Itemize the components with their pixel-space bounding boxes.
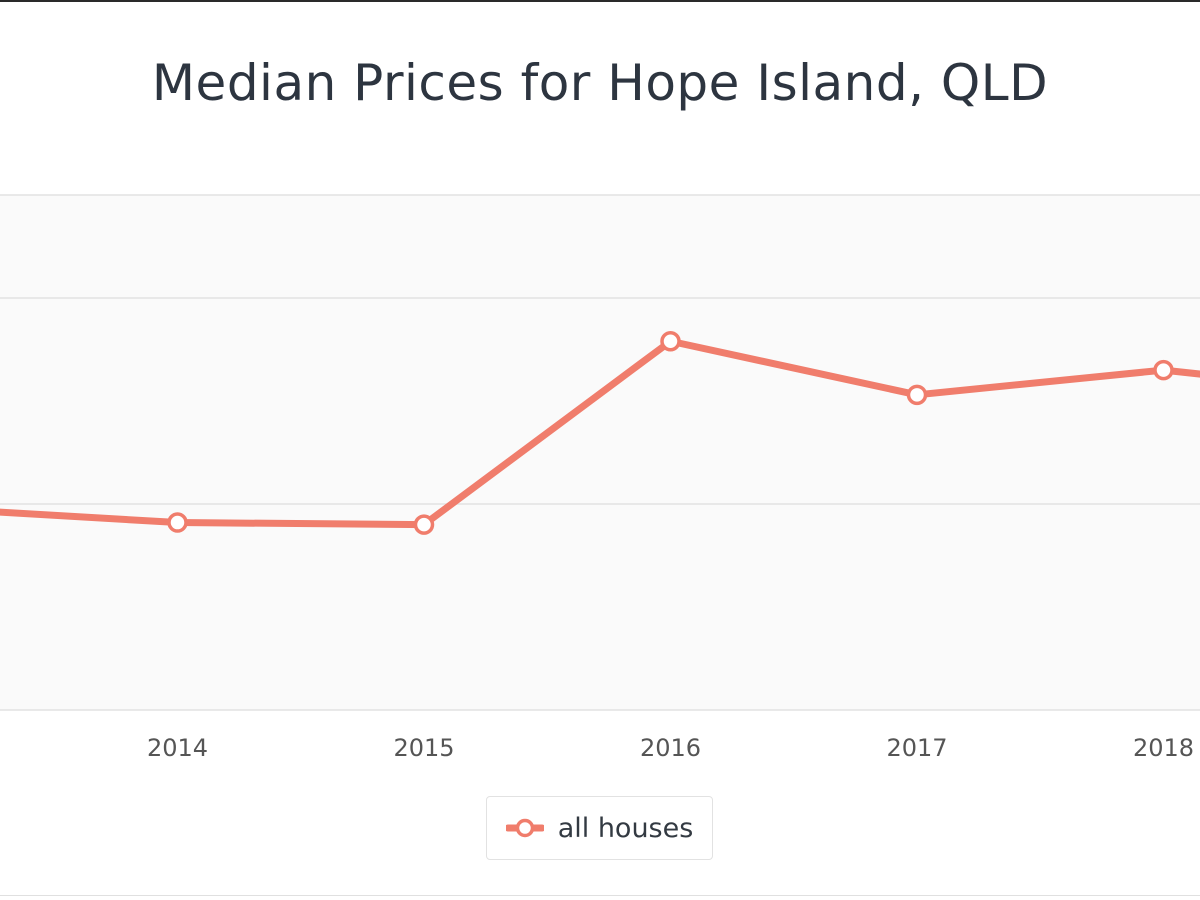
x-tick-label: 2014: [147, 734, 208, 762]
x-tick-label: 2018: [1133, 734, 1194, 762]
chart-title: Median Prices for Hope Island, QLD: [151, 54, 1049, 112]
data-point: [1153, 359, 1174, 381]
legend-label: all houses: [557, 812, 694, 844]
x-tick-label: 2016: [640, 734, 701, 762]
line-chart: 2014 2015 2016 2017 2018: [0, 194, 1200, 762]
data-point: [660, 331, 681, 352]
x-tick-label: 2015: [393, 734, 454, 762]
legend[interactable]: all houses: [486, 796, 713, 860]
legend-marker-icon: [505, 818, 544, 838]
data-point: [167, 512, 188, 533]
data-point: [906, 384, 928, 406]
data-point: [413, 514, 435, 535]
x-tick-label: 2017: [886, 734, 947, 762]
plot-area: [0, 195, 1200, 710]
bottom-divider: [0, 895, 1200, 896]
